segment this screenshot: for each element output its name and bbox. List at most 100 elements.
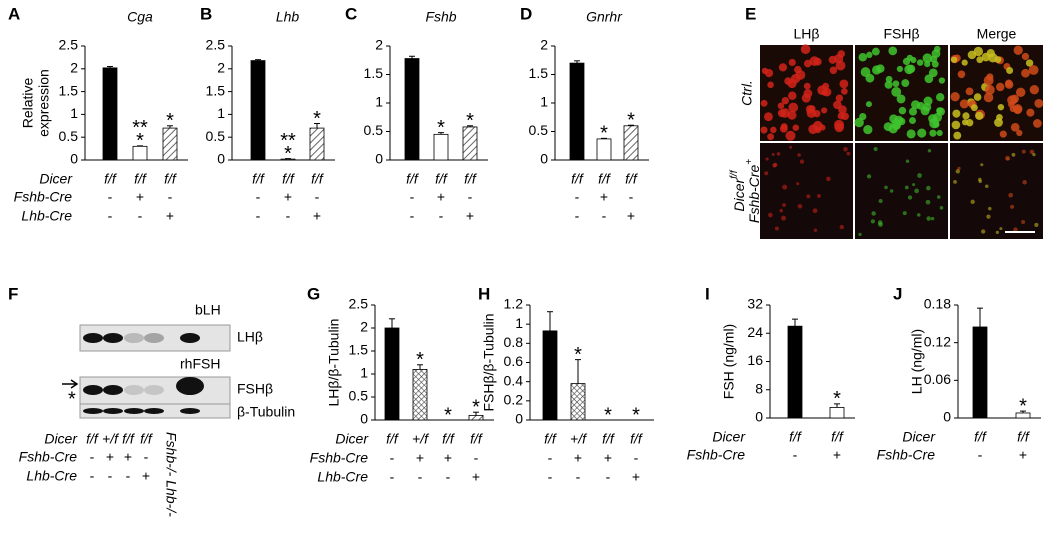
genotype: f/f xyxy=(104,171,118,187)
cell xyxy=(912,183,916,187)
genotype: + xyxy=(833,447,841,463)
cell xyxy=(976,56,984,64)
significance: * xyxy=(284,143,292,165)
cell xyxy=(822,82,830,90)
cell xyxy=(902,57,911,66)
band xyxy=(144,385,164,395)
genotype: + xyxy=(1019,447,1027,463)
genotype: - xyxy=(90,468,95,484)
genotype: f/f xyxy=(625,171,639,187)
row-label-part: Fshb-Cre xyxy=(746,165,762,224)
panel-letter: C xyxy=(345,4,357,23)
genotype: - xyxy=(315,189,320,205)
band xyxy=(180,408,200,414)
cell xyxy=(1029,149,1035,155)
cell xyxy=(1021,52,1030,61)
cell xyxy=(835,60,846,71)
cell xyxy=(965,119,974,127)
chart-title: Gnrhr xyxy=(586,9,623,25)
y-tick-label: 32 xyxy=(747,296,763,312)
cell xyxy=(980,163,984,167)
cell xyxy=(812,120,823,131)
row-label: Fshb-Cre xyxy=(877,447,936,463)
y-tick-label: 1 xyxy=(360,365,368,381)
genotype: - xyxy=(634,450,639,466)
y-tick-label: 0.5 xyxy=(206,128,226,144)
cell xyxy=(801,93,811,103)
band xyxy=(144,333,164,343)
significance: * xyxy=(604,404,612,426)
cell xyxy=(866,174,872,179)
y-tick-label: 2 xyxy=(217,60,225,76)
y-tick-label: 0.18 xyxy=(924,296,951,312)
cell xyxy=(973,93,982,101)
cell xyxy=(917,128,927,138)
cell xyxy=(792,124,800,131)
cell xyxy=(981,229,986,234)
panel-letter: E xyxy=(745,4,756,23)
cell xyxy=(932,121,940,128)
cell xyxy=(1013,105,1022,115)
y-tick-label: 0 xyxy=(70,151,78,167)
genotype: + xyxy=(416,450,424,466)
cell xyxy=(978,179,982,184)
genotype: - xyxy=(418,469,423,485)
significance: * xyxy=(1019,395,1027,417)
genotype: + xyxy=(472,469,480,485)
genotype: f/f xyxy=(464,171,478,187)
micrograph xyxy=(760,143,853,239)
cell xyxy=(1026,108,1035,117)
cell xyxy=(797,153,801,157)
arrow xyxy=(62,379,79,389)
cell xyxy=(999,227,1003,231)
genotype: +/f xyxy=(102,431,120,447)
band xyxy=(124,385,144,395)
cell xyxy=(950,92,960,102)
blot-label: FSHβ xyxy=(237,381,273,397)
genotype: - xyxy=(108,468,113,484)
genotype: f/f xyxy=(470,431,484,447)
genotype: f/f xyxy=(164,171,178,187)
y-tick-label: 1 xyxy=(540,94,548,110)
cell xyxy=(986,49,995,58)
genotype: - xyxy=(575,189,580,205)
y-tick-label: 0 xyxy=(540,151,548,167)
cell xyxy=(1010,94,1019,104)
cell xyxy=(936,107,945,116)
row-label: Ctrl. xyxy=(739,80,755,106)
y-tick-label: 1.5 xyxy=(529,65,549,81)
significance: * xyxy=(632,404,640,426)
genotype: + xyxy=(466,208,474,224)
blot-label: * xyxy=(68,388,76,410)
significance: * xyxy=(833,388,841,410)
significance: ** xyxy=(132,117,148,139)
cell xyxy=(1021,219,1026,225)
row-label: Fshb-Cre xyxy=(310,450,369,466)
significance: * xyxy=(600,123,608,145)
cell xyxy=(936,129,943,137)
genotype: f/f xyxy=(140,431,154,447)
cell xyxy=(892,80,900,88)
y-tick-label: 0.5 xyxy=(364,122,384,138)
panel-letter: B xyxy=(200,4,212,23)
row-label: Fshb-Cre xyxy=(14,189,73,205)
cell xyxy=(975,111,984,120)
cell xyxy=(780,123,788,131)
genotype: - xyxy=(256,189,261,205)
y-axis-label: FSH (ng/ml) xyxy=(721,324,737,399)
band xyxy=(103,385,123,395)
cell xyxy=(923,96,933,106)
blot-label: bLH xyxy=(195,302,221,318)
significance: * xyxy=(472,396,480,418)
chart-title: Cga xyxy=(127,9,153,25)
cell xyxy=(939,206,944,210)
genotype: f/f xyxy=(789,429,803,445)
cell xyxy=(1021,149,1026,154)
cell xyxy=(988,206,992,211)
y-tick-label: 1.2 xyxy=(504,296,524,312)
y-tick-label: 2 xyxy=(540,37,548,53)
genotype: - xyxy=(468,189,473,205)
genotype: f/f xyxy=(598,171,612,187)
genotype: + xyxy=(604,450,612,466)
